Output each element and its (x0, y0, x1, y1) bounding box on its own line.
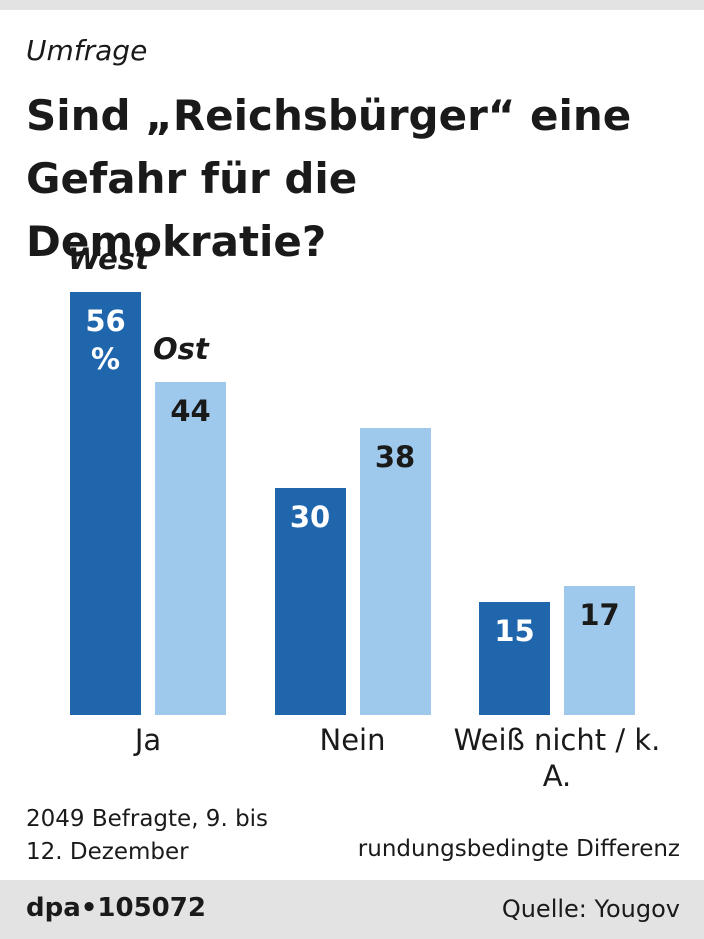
subtitle: Umfrage (26, 34, 148, 67)
value-label: 15 (494, 613, 535, 648)
value-label: 56 % (85, 303, 126, 376)
x-tick-label: Nein (319, 723, 386, 757)
chart-title: Sind „Reichsbürger“ eine Gefahr für die … (26, 91, 632, 266)
bar (155, 382, 226, 715)
series-label: Ost (153, 332, 209, 367)
sample-note: 2049 Befragte, 9. bis 12. Dezember (26, 806, 269, 865)
x-tick-label: Weiß nicht / k. A. (453, 723, 661, 793)
value-label: 17 (579, 598, 620, 633)
footer-band (0, 880, 704, 939)
bar (479, 601, 550, 715)
plot: 56 % West 44 Ost Ja 30 38 Nein 15 17 Weiß nicht / … (68, 241, 661, 793)
bar (274, 488, 346, 715)
x-tick-label: Ja (134, 723, 162, 757)
top-band (0, 0, 704, 10)
rounding-note: rundungsbedingte Differenz (357, 836, 680, 862)
value-label: 38 (374, 439, 416, 474)
bar (359, 427, 431, 715)
value-label: 44 (170, 394, 211, 429)
series-label: West (68, 241, 149, 276)
bar (70, 291, 141, 715)
value-label: 30 (289, 500, 331, 535)
source: Quelle: Yougov (501, 895, 680, 923)
graphic-id: dpa•105072 (26, 893, 206, 923)
bar (564, 586, 635, 715)
